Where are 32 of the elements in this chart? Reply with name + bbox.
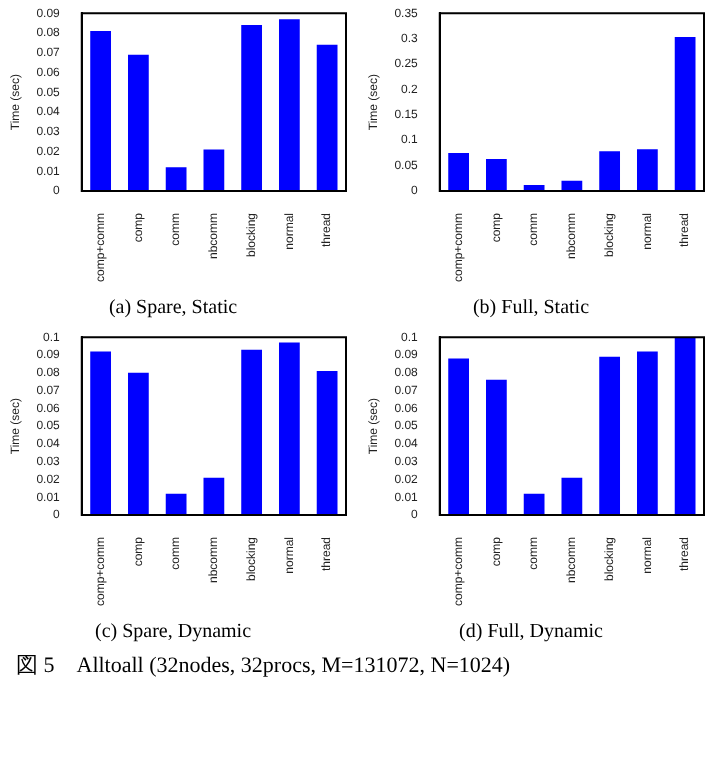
bar: [448, 152, 470, 191]
bar: [599, 151, 621, 191]
text: (b) Full, Static: [472, 297, 591, 320]
bar: [241, 25, 263, 191]
bar: [674, 37, 696, 191]
bar: [523, 493, 545, 515]
bar: [241, 349, 263, 515]
bar: [128, 54, 149, 191]
bar: [674, 337, 696, 515]
bar: [279, 342, 300, 515]
text: (d) Full, Dynamic: [459, 621, 605, 644]
bar: [203, 477, 225, 515]
bar: [316, 44, 338, 191]
bar: [165, 493, 187, 515]
text: (a) Spare, Static: [108, 297, 239, 320]
bar: [486, 379, 507, 515]
bar: [561, 180, 583, 191]
bar: [486, 158, 507, 191]
bar: [90, 30, 112, 191]
bar: [279, 19, 300, 191]
bar: [599, 356, 621, 515]
bar: [561, 477, 583, 515]
bar: [448, 358, 470, 515]
bar: [203, 149, 225, 191]
bar: [637, 149, 658, 191]
bar: [90, 351, 112, 515]
text: (c) Spare, Dynamic: [94, 621, 253, 644]
bar: [316, 370, 338, 515]
caption: 図 5 Alltoall (32nodes, 32procs, M=131072, N=1024): [16, 652, 513, 680]
bar: [165, 167, 187, 191]
bar: [637, 351, 658, 515]
bar: [128, 372, 149, 515]
